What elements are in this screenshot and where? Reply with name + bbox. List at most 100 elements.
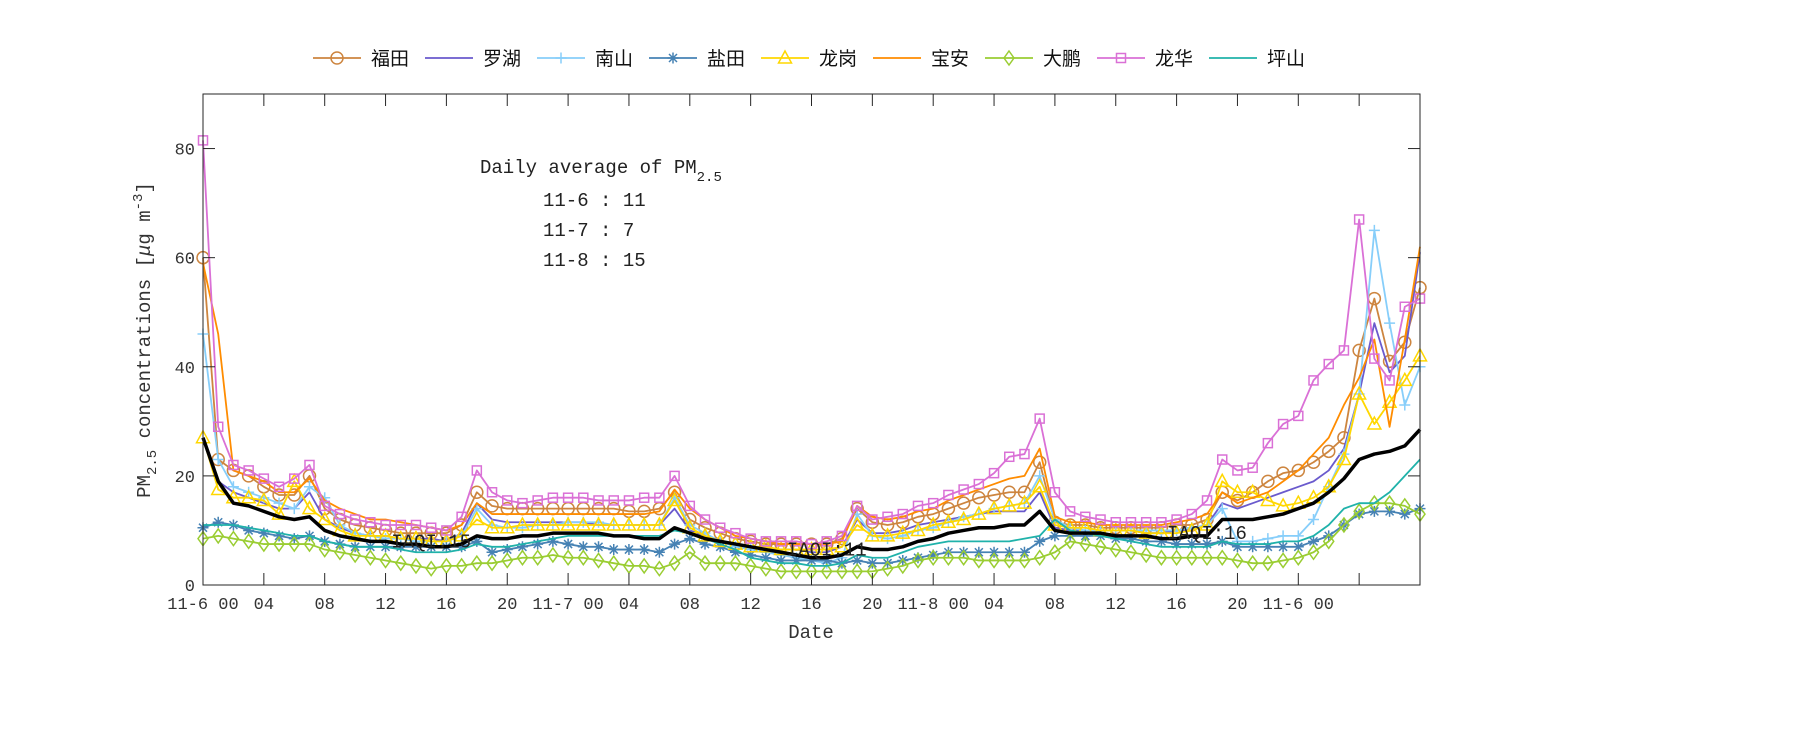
data-point bbox=[1156, 517, 1167, 528]
data-point bbox=[1351, 385, 1367, 400]
data-point bbox=[851, 563, 864, 580]
data-point bbox=[957, 549, 970, 567]
data-point bbox=[927, 549, 940, 567]
data-point bbox=[1366, 415, 1383, 430]
data-point bbox=[1353, 214, 1365, 225]
series-mean bbox=[201, 428, 1422, 560]
data-point bbox=[303, 481, 315, 493]
data-point bbox=[425, 522, 437, 533]
data-point bbox=[1095, 514, 1106, 525]
legend-marker bbox=[667, 52, 679, 64]
legend-marker bbox=[1115, 52, 1127, 64]
legend-item-龙岗: 龙岗 bbox=[761, 48, 857, 70]
data-point bbox=[256, 491, 272, 507]
data-point bbox=[288, 503, 300, 515]
data-point bbox=[927, 497, 939, 509]
legend-marker bbox=[1003, 49, 1015, 67]
legend-label: 盐田 bbox=[707, 48, 745, 70]
y-label-mu: μ bbox=[134, 245, 156, 257]
data-point bbox=[714, 522, 726, 533]
data-point bbox=[1352, 343, 1366, 358]
data-point bbox=[486, 487, 498, 498]
data-point bbox=[577, 549, 590, 567]
data-point bbox=[486, 546, 498, 558]
data-point bbox=[577, 541, 589, 553]
x-tick-label: 08 bbox=[680, 596, 700, 615]
data-point bbox=[942, 546, 954, 558]
x-tick-label: 08 bbox=[1045, 596, 1065, 615]
data-point bbox=[301, 500, 318, 515]
data-point bbox=[683, 543, 696, 561]
data-point bbox=[257, 535, 270, 553]
data-point bbox=[1337, 430, 1351, 445]
data-point bbox=[562, 492, 574, 503]
data-point bbox=[729, 546, 741, 558]
data-point bbox=[593, 541, 605, 553]
data-point bbox=[910, 521, 926, 537]
legend-label: 大鹏 bbox=[1043, 48, 1081, 70]
series-南山 bbox=[197, 224, 1426, 569]
data-point bbox=[395, 541, 407, 553]
data-point bbox=[545, 516, 561, 531]
data-point bbox=[289, 473, 300, 484]
data-point bbox=[638, 492, 650, 503]
x-tick-label: 12 bbox=[740, 596, 760, 615]
data-point bbox=[546, 546, 559, 564]
data-point bbox=[1033, 549, 1046, 567]
data-point bbox=[410, 519, 422, 531]
data-point bbox=[1276, 466, 1290, 480]
data-point bbox=[1109, 541, 1122, 558]
data-point bbox=[882, 511, 893, 523]
data-point bbox=[1261, 554, 1274, 572]
data-point bbox=[1140, 535, 1152, 547]
data-point bbox=[1171, 538, 1183, 550]
data-point bbox=[925, 516, 941, 531]
data-point bbox=[666, 491, 683, 507]
data-point bbox=[972, 490, 986, 505]
data-point bbox=[897, 554, 909, 566]
y-label-sub: 2.5 bbox=[145, 450, 161, 475]
series-龙华 bbox=[197, 135, 1426, 550]
series-line bbox=[202, 355, 1421, 551]
data-point bbox=[988, 552, 1000, 569]
data-point bbox=[471, 535, 483, 547]
x-tick-label: 11-7 00 bbox=[532, 596, 603, 615]
legend-label: 坪山 bbox=[1267, 48, 1305, 70]
y-label-unit: g m bbox=[134, 210, 156, 244]
y-tick-label: 40 bbox=[175, 360, 195, 379]
data-point bbox=[806, 554, 817, 566]
data-point bbox=[364, 549, 377, 567]
data-point bbox=[242, 533, 255, 550]
data-point bbox=[684, 533, 696, 545]
data-point bbox=[1381, 393, 1398, 408]
data-point bbox=[958, 546, 970, 558]
data-point bbox=[608, 544, 620, 556]
data-point bbox=[760, 552, 772, 564]
data-point bbox=[1048, 543, 1061, 561]
legend-item-南山: 南山 bbox=[537, 48, 633, 70]
data-point bbox=[1185, 549, 1198, 567]
data-point bbox=[958, 484, 969, 495]
data-point bbox=[1049, 530, 1061, 542]
data-point bbox=[1064, 506, 1076, 517]
data-point bbox=[927, 522, 939, 534]
data-point bbox=[1277, 418, 1289, 430]
data-point bbox=[1246, 554, 1259, 572]
iaqi-label: IAQI:15 bbox=[391, 531, 471, 553]
data-point bbox=[1231, 541, 1243, 553]
data-point bbox=[653, 560, 666, 577]
data-point bbox=[1201, 549, 1213, 567]
data-point bbox=[304, 459, 315, 471]
data-point bbox=[516, 522, 528, 534]
y-tick-label: 20 bbox=[175, 469, 195, 488]
data-point bbox=[1306, 455, 1321, 469]
x-axis-label: Date bbox=[788, 622, 834, 644]
data-point bbox=[347, 527, 363, 542]
x-tick-label: 11-6 00 bbox=[1263, 596, 1334, 615]
data-point bbox=[514, 516, 531, 531]
data-point bbox=[1079, 535, 1092, 553]
data-point bbox=[1323, 358, 1334, 370]
data-point bbox=[1216, 503, 1228, 515]
series-line bbox=[203, 458, 1421, 567]
